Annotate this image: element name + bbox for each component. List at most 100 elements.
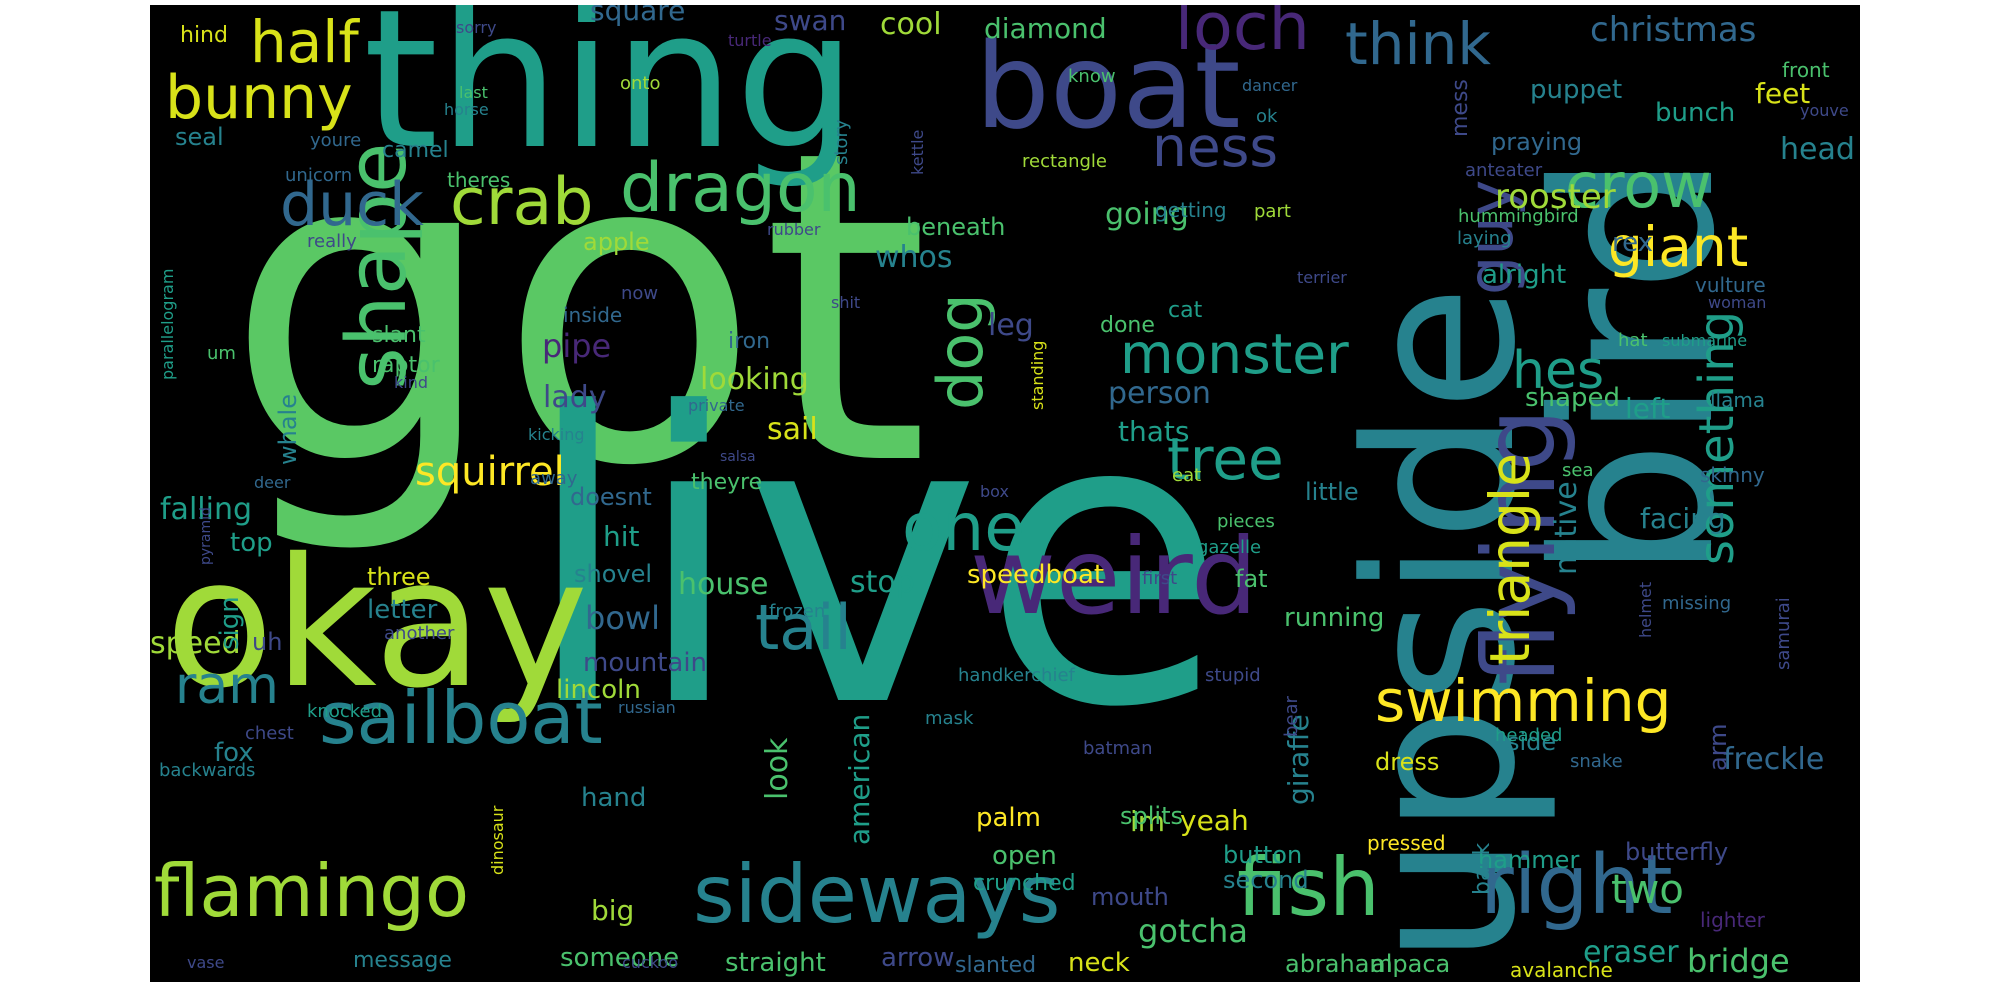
word-submarine: submarine [1662, 331, 1748, 350]
word-llama: llama [1710, 388, 1766, 412]
word-running: running [1284, 603, 1385, 633]
word-backwards: backwards [159, 760, 256, 781]
word-know: know [1068, 66, 1116, 87]
word-abraham: abraham [1285, 950, 1393, 978]
word-headed: headed [1495, 725, 1563, 746]
word-little: little [1305, 478, 1359, 506]
word-shovel: shovel [574, 560, 653, 588]
word-praying: praying [1491, 128, 1583, 156]
word-house: house [678, 567, 769, 602]
word-fat: fat [1235, 565, 1268, 593]
word-thing: thing [363, 5, 857, 192]
word-dragon: dragon [620, 149, 861, 228]
word-mountain: mountain [583, 648, 708, 678]
word-eraser: eraser [1583, 935, 1679, 970]
word-seal: seal [175, 123, 224, 151]
word-sea: sea [1562, 460, 1594, 481]
word-going: going [1105, 197, 1189, 232]
word-arm: arm [1704, 723, 1732, 771]
word-uh: uh [252, 628, 283, 656]
word-theyre: theyre [691, 470, 763, 495]
word-away: away [530, 468, 578, 489]
word-tail: tail [755, 591, 852, 664]
word-hind: hind [180, 23, 228, 48]
word-turtle: turtle [728, 31, 772, 50]
word-handkerchief: handkerchief [958, 665, 1075, 686]
word-look: look [760, 737, 795, 800]
word-bowl: bowl [585, 599, 660, 637]
word-cool: cool [880, 7, 942, 42]
word-facing: facing [1640, 502, 1726, 535]
word-hammer: hammer [1478, 846, 1580, 874]
word-hat: hat [1618, 330, 1648, 351]
word-rectangle: rectangle [1022, 151, 1107, 172]
word-vulture: vulture [1695, 273, 1766, 297]
word-kind: kind [394, 373, 429, 392]
word-another: another [384, 623, 455, 644]
word-box: box [980, 482, 1009, 501]
word-crab: crab [450, 165, 594, 240]
word-lincoln: lincoln [556, 675, 641, 705]
word-swimming: swimming [1375, 667, 1672, 735]
word-slant: slant [372, 323, 426, 348]
word-hand: hand [581, 783, 647, 813]
word-top: top [230, 528, 273, 558]
word-last: last [459, 83, 488, 102]
word-salsa: salsa [720, 449, 756, 465]
word-whale: whale [274, 394, 302, 465]
word-alright: alright [1482, 260, 1567, 290]
word-open: open [992, 841, 1057, 871]
word-squirrel: squirrel [415, 449, 565, 495]
word-missing: missing [1662, 593, 1732, 614]
word-crow: crow [1565, 149, 1712, 222]
word-rubber: rubber [767, 220, 821, 239]
word-unicorn: unicorn [285, 165, 353, 186]
word-message: message [353, 948, 452, 973]
word-giant: giant [1608, 215, 1749, 279]
word-pipe: pipe [542, 327, 612, 365]
word-cat: cat [1168, 298, 1203, 323]
word-flamingo: flamingo [154, 849, 469, 933]
word-think: think [1345, 10, 1491, 78]
word-okay: okay [165, 520, 589, 727]
word-apple: apple [583, 228, 650, 256]
word-beneath: beneath [906, 213, 1006, 241]
word-looking: looking [700, 362, 809, 397]
word-got: got [225, 60, 930, 560]
word-shaped: shaped [1525, 383, 1620, 413]
word-dinosaur: dinosaur [488, 805, 507, 875]
word-sideways: sideways [693, 848, 1061, 941]
word-back: back [1470, 842, 1495, 895]
word-neck: neck [1068, 948, 1130, 978]
word-woman: woman [1708, 293, 1767, 312]
word-laying: laying [1457, 228, 1512, 249]
word-bear: bear [1281, 696, 1302, 737]
word-lady: lady [543, 380, 607, 415]
word-someone: someone [560, 943, 680, 973]
word-dancer: dancer [1242, 76, 1298, 95]
word-loch: loch [1175, 5, 1310, 65]
word-sorry: sorry [456, 18, 497, 37]
word-half: half [250, 8, 359, 76]
word-christmas: christmas [1590, 10, 1757, 50]
word-bunch: bunch [1655, 98, 1736, 128]
word-story: story [831, 119, 852, 165]
word-fox: fox [214, 738, 254, 768]
word-square: square [590, 5, 686, 27]
word-american: american [843, 713, 876, 845]
word-cuckoo: cuckoo [622, 953, 679, 972]
word-head: head [1780, 132, 1855, 167]
word-um: um [207, 343, 236, 364]
word-stupid: stupid [1205, 665, 1261, 686]
word-anteater: anteater [1465, 160, 1543, 181]
word-two: two [1611, 867, 1684, 913]
word-live: live [522, 330, 1228, 795]
word-button: button [1223, 841, 1303, 869]
word-right: right [1480, 838, 1673, 933]
word-big: big [591, 894, 635, 927]
word-gazelle: gazelle [1197, 537, 1262, 558]
word-first: first [1142, 568, 1178, 589]
word-gotcha: gotcha [1138, 912, 1248, 950]
word-arrow: arrow [881, 943, 955, 973]
word-speedboat: speedboat [967, 560, 1105, 590]
